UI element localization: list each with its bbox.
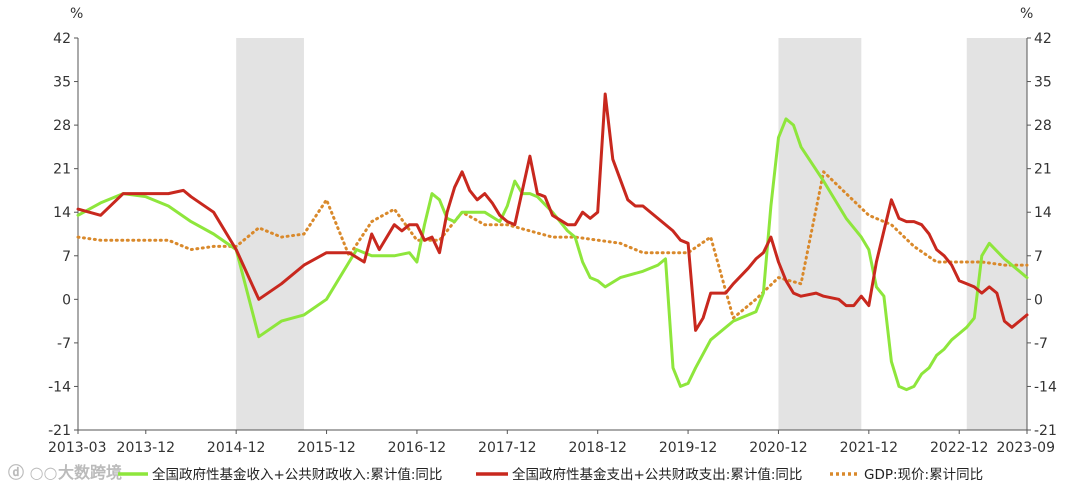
- right-y-ticks: -21 -14 -7 0 7 14 21 28 35 42: [1027, 31, 1057, 439]
- x-ticks: 2013-03 2013-12 2014-12 2015-12 2016-12 2017-…: [48, 430, 1055, 456]
- legend: 全国政府性基金收入+公共财政收入:累计值:同比 全国政府性基金支出+公共财政支出…: [118, 466, 983, 483]
- right-y-tick-label: 0: [1034, 292, 1043, 308]
- x-tick-label: 2015-12: [297, 440, 356, 456]
- right-y-tick-label: 21: [1034, 162, 1052, 178]
- x-tick-label: 2014-12: [207, 440, 266, 456]
- right-y-tick-label: -7: [1034, 336, 1048, 352]
- series-line-expenditure: [76, 92, 1029, 332]
- x-tick-label: 2019-12: [659, 440, 718, 456]
- right-y-tick-label: 35: [1034, 75, 1052, 91]
- x-tick-label: 2023-09: [997, 440, 1056, 456]
- left-y-tick-label: 28: [53, 118, 71, 134]
- shaded-period: [236, 38, 304, 430]
- right-y-tick-label: 7: [1034, 249, 1043, 265]
- right-y-tick-label: 28: [1034, 118, 1052, 134]
- legend-label-income: 全国政府性基金收入+公共财政收入:累计值:同比: [152, 466, 442, 483]
- right-axis-unit: %: [1020, 6, 1033, 22]
- watermark-icon: ⓓ ○○: [8, 463, 58, 482]
- left-y-tick-label: 21: [53, 162, 71, 178]
- x-tick-label: 2016-12: [388, 440, 447, 456]
- right-y-tick-label: 42: [1034, 31, 1052, 47]
- x-tick-label: 2018-12: [568, 440, 627, 456]
- legend-item-gdp[interactable]: GDP:现价:累计同比: [830, 467, 983, 483]
- left-y-tick-label: -14: [48, 379, 71, 395]
- watermark-text: 大数跨境: [58, 463, 122, 482]
- legend-item-income[interactable]: 全国政府性基金收入+公共财政收入:累计值:同比: [118, 466, 442, 483]
- legend-label-gdp: GDP:现价:累计同比: [864, 467, 983, 483]
- right-y-tick-label: 14: [1034, 205, 1052, 221]
- right-y-tick-label: -21: [1034, 423, 1057, 439]
- shaded-periods: [236, 38, 1027, 430]
- series-line-income: [76, 117, 1029, 392]
- x-tick-label: 2022-12: [930, 440, 989, 456]
- x-tick-label: 2020-12: [749, 440, 808, 456]
- watermark: ⓓ ○○ 大数跨境: [8, 463, 122, 482]
- legend-item-expenditure[interactable]: 全国政府性基金支出+公共财政支出:累计值:同比: [476, 466, 802, 483]
- series-lines: [76, 92, 1029, 392]
- left-y-tick-label: 42: [53, 31, 71, 47]
- series-line-gdp: [76, 170, 1029, 320]
- left-y-tick-label: 7: [62, 249, 71, 265]
- left-y-tick-label: -21: [48, 423, 71, 439]
- legend-label-expenditure: 全国政府性基金支出+公共财政支出:累计值:同比: [512, 466, 802, 483]
- shaded-period: [778, 38, 862, 430]
- shaded-period: [966, 38, 1027, 430]
- left-y-tick-label: 14: [53, 205, 71, 221]
- left-y-tick-label: 35: [53, 75, 71, 91]
- left-axis-unit: %: [70, 6, 83, 22]
- x-tick-label: 2017-12: [478, 440, 537, 456]
- left-y-ticks: -21 -14 -7 0 7 14 21 28 35 42: [48, 31, 78, 439]
- left-y-tick-label: -7: [57, 336, 71, 352]
- x-tick-label: 2013-12: [117, 440, 176, 456]
- x-tick-label: 2013-03: [48, 440, 107, 456]
- right-y-tick-label: -14: [1034, 379, 1057, 395]
- x-tick-label: 2021-12: [840, 440, 899, 456]
- left-y-tick-label: 0: [62, 292, 71, 308]
